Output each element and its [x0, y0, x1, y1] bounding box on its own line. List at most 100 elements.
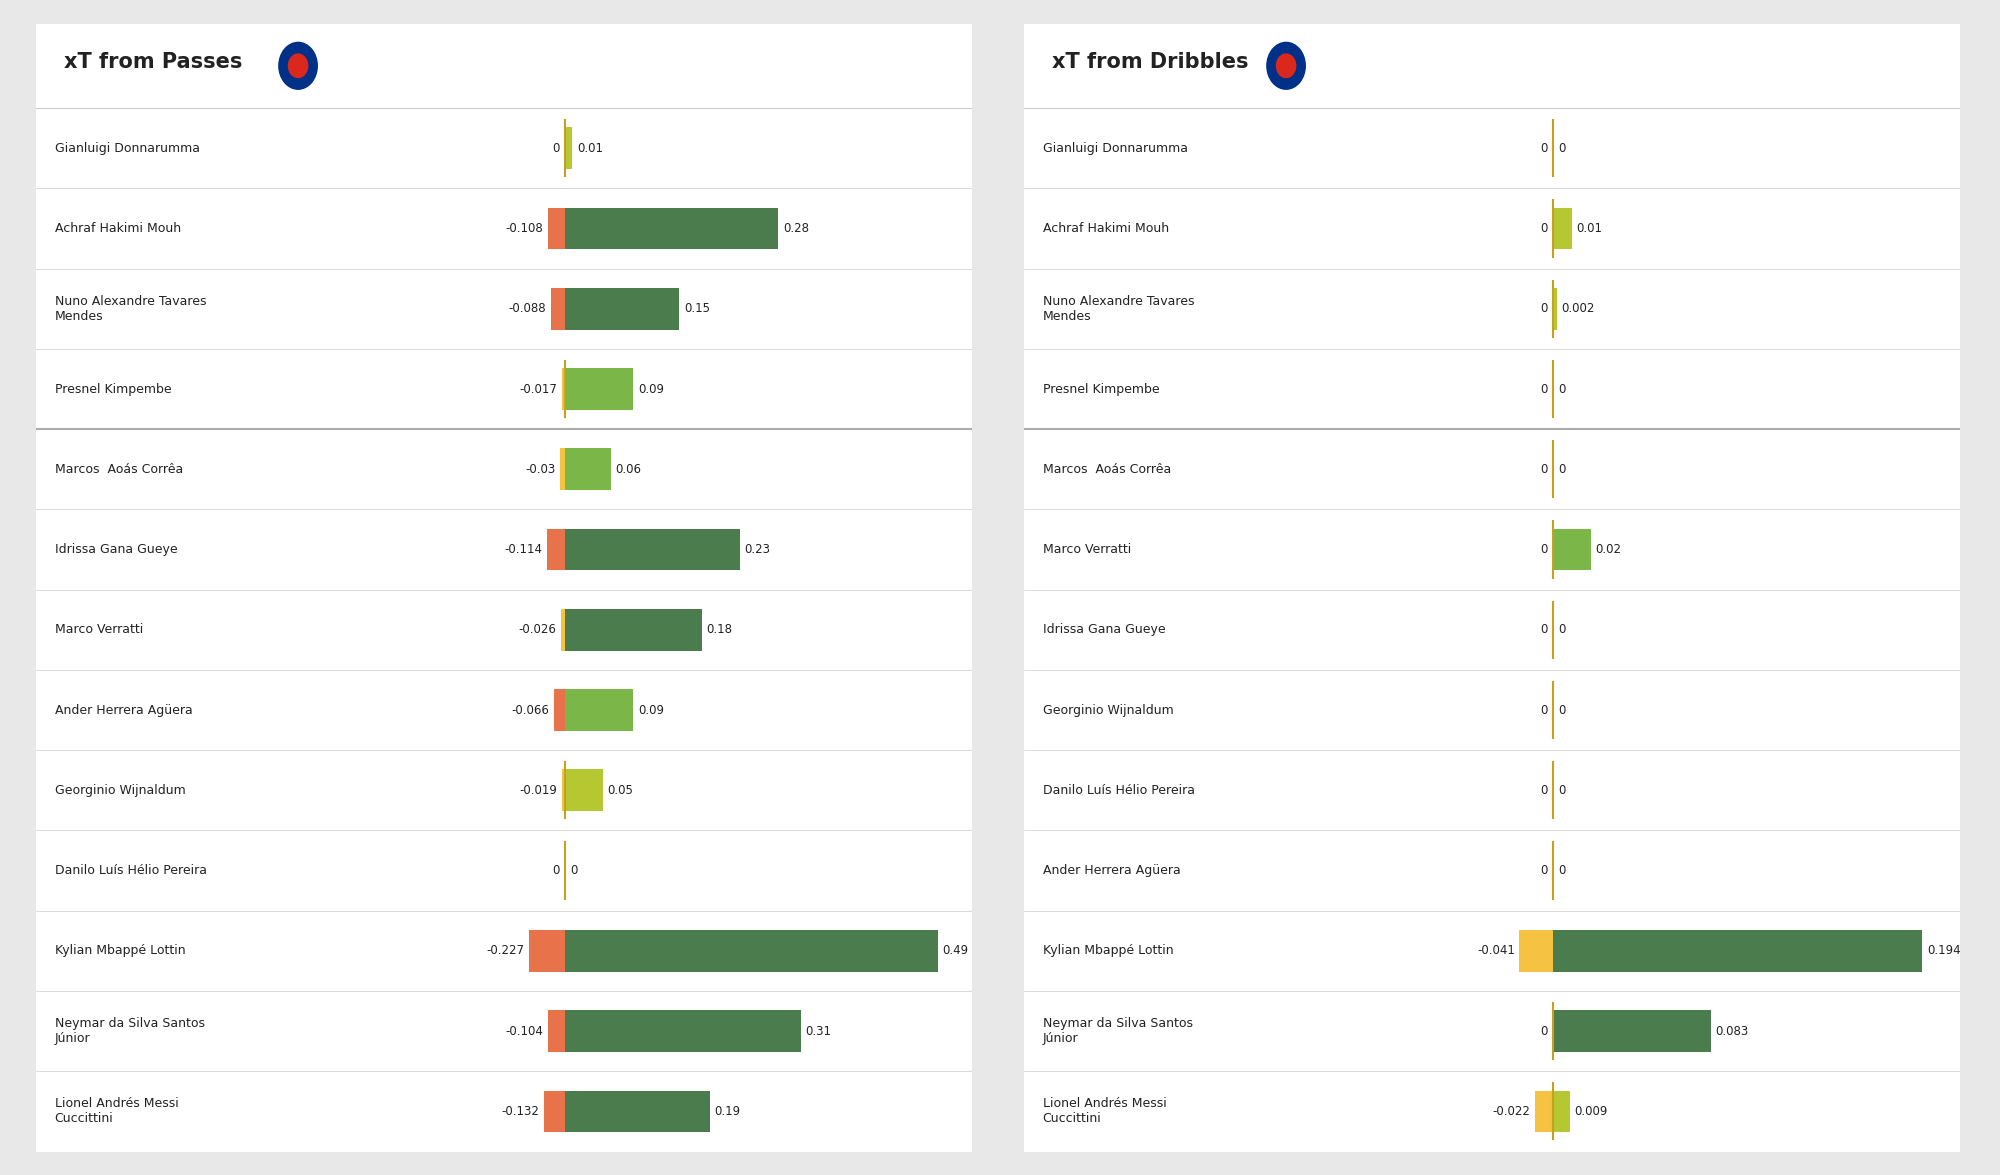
Bar — [1024, 670, 1960, 750]
Text: Neymar da Silva Santos
Júnior: Neymar da Silva Santos Júnior — [1042, 1018, 1192, 1045]
Bar — [564, 609, 702, 651]
Bar — [1552, 1090, 1570, 1133]
Text: 0: 0 — [1540, 142, 1548, 155]
Text: 0: 0 — [1540, 623, 1548, 637]
Text: 0: 0 — [1540, 222, 1548, 235]
Text: 0: 0 — [552, 142, 560, 155]
Bar — [564, 770, 602, 811]
Text: Kylian Mbappé Lottin: Kylian Mbappé Lottin — [1042, 945, 1174, 958]
Bar — [1552, 208, 1572, 249]
Bar — [1024, 349, 1960, 429]
Text: 0: 0 — [1540, 1025, 1548, 1038]
Bar — [562, 368, 564, 410]
Bar — [546, 529, 564, 570]
Text: 0: 0 — [1558, 383, 1566, 396]
Bar — [564, 929, 938, 972]
Text: 0.23: 0.23 — [744, 543, 770, 556]
Bar — [560, 609, 564, 651]
Text: Marcos  Aoás Corrêa: Marcos Aoás Corrêa — [54, 463, 182, 476]
Bar — [544, 1090, 564, 1133]
Text: 0.002: 0.002 — [1562, 302, 1594, 315]
Text: 0: 0 — [1540, 302, 1548, 315]
Text: -0.022: -0.022 — [1492, 1104, 1530, 1117]
Text: Presnel Kimpembe: Presnel Kimpembe — [54, 383, 172, 396]
Text: xT from Passes: xT from Passes — [64, 52, 242, 72]
Bar — [36, 1072, 972, 1152]
Text: -0.019: -0.019 — [520, 784, 558, 797]
Text: Georginio Wijnaldum: Georginio Wijnaldum — [1042, 704, 1174, 717]
Text: 0: 0 — [1558, 864, 1566, 877]
Bar — [548, 208, 564, 249]
Text: -0.088: -0.088 — [508, 302, 546, 315]
Text: xT from Dribbles: xT from Dribbles — [1052, 52, 1248, 72]
Text: 0: 0 — [552, 864, 560, 877]
Text: Lionel Andrés Messi
Cuccittini: Lionel Andrés Messi Cuccittini — [54, 1097, 178, 1126]
Bar — [36, 831, 972, 911]
Bar — [548, 1010, 564, 1052]
Text: Marcos  Aoás Corrêa: Marcos Aoás Corrêa — [1042, 463, 1170, 476]
Text: 0.194: 0.194 — [1926, 945, 1960, 958]
Text: 0: 0 — [1540, 463, 1548, 476]
Bar — [36, 108, 972, 188]
Bar — [1024, 510, 1960, 590]
Text: 0: 0 — [1540, 864, 1548, 877]
Bar — [1552, 529, 1590, 570]
Text: 0.19: 0.19 — [714, 1104, 740, 1117]
Bar — [564, 449, 610, 490]
Text: 0.18: 0.18 — [706, 623, 732, 637]
Bar — [564, 529, 740, 570]
Bar — [36, 24, 972, 108]
Text: 0: 0 — [1558, 784, 1566, 797]
Bar — [554, 690, 564, 731]
Bar — [1552, 929, 1922, 972]
Bar — [564, 127, 572, 169]
Circle shape — [1266, 41, 1306, 90]
Bar — [1520, 929, 1552, 972]
Text: -0.066: -0.066 — [512, 704, 550, 717]
Bar — [36, 670, 972, 750]
Text: -0.104: -0.104 — [506, 1025, 544, 1038]
Text: 0.06: 0.06 — [616, 463, 642, 476]
Bar — [550, 288, 564, 330]
Bar — [1024, 108, 1960, 188]
Text: Gianluigi Donnarumma: Gianluigi Donnarumma — [1042, 142, 1188, 155]
Text: Kylian Mbappé Lottin: Kylian Mbappé Lottin — [54, 945, 186, 958]
Bar — [564, 1010, 800, 1052]
Bar — [1024, 590, 1960, 670]
Bar — [36, 269, 972, 349]
Text: Idrissa Gana Gueye: Idrissa Gana Gueye — [1042, 623, 1166, 637]
Text: 0.01: 0.01 — [1576, 222, 1602, 235]
Text: -0.041: -0.041 — [1476, 945, 1514, 958]
Text: -0.017: -0.017 — [520, 383, 558, 396]
Circle shape — [288, 53, 308, 79]
Bar — [36, 429, 972, 510]
Circle shape — [278, 41, 318, 90]
Text: 0.05: 0.05 — [608, 784, 634, 797]
Text: -0.114: -0.114 — [504, 543, 542, 556]
Bar — [36, 349, 972, 429]
Text: -0.026: -0.026 — [518, 623, 556, 637]
Bar — [564, 288, 680, 330]
Text: 0.009: 0.009 — [1574, 1104, 1608, 1117]
Circle shape — [1276, 53, 1296, 79]
Bar — [1024, 831, 1960, 911]
Text: 0: 0 — [1540, 704, 1548, 717]
Text: 0: 0 — [1558, 623, 1566, 637]
Text: Danilo Luís Hélio Pereira: Danilo Luís Hélio Pereira — [1042, 784, 1194, 797]
Bar — [564, 208, 778, 249]
Text: 0.02: 0.02 — [1596, 543, 1622, 556]
Text: Achraf Hakimi Mouh: Achraf Hakimi Mouh — [1042, 222, 1168, 235]
Text: 0: 0 — [1540, 543, 1548, 556]
Text: 0.09: 0.09 — [638, 704, 664, 717]
Bar — [36, 991, 972, 1072]
Bar — [1024, 188, 1960, 269]
Text: Presnel Kimpembe: Presnel Kimpembe — [1042, 383, 1160, 396]
Bar — [1552, 288, 1556, 330]
Text: Idrissa Gana Gueye: Idrissa Gana Gueye — [54, 543, 178, 556]
Bar — [564, 368, 634, 410]
Bar — [1024, 1072, 1960, 1152]
Text: 0: 0 — [570, 864, 578, 877]
Text: 0: 0 — [1540, 383, 1548, 396]
Bar — [36, 188, 972, 269]
Bar — [560, 449, 564, 490]
